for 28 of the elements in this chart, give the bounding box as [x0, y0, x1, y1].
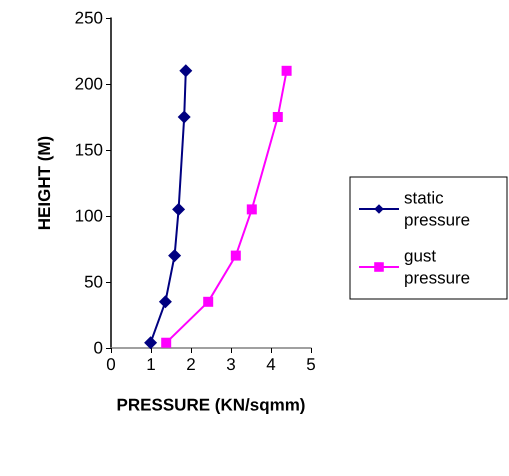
y-axis-title: HEIGHT (M): [35, 136, 54, 230]
x-tick-label: 2: [186, 355, 196, 374]
x-tick-label: 1: [146, 355, 156, 374]
y-tick-label: 150: [74, 140, 103, 160]
point: [246, 204, 257, 214]
point: [282, 66, 292, 76]
legend-label: static pressure: [404, 188, 470, 230]
y-tick-label: 200: [74, 74, 103, 94]
point: [179, 64, 192, 78]
x-axis-title: PRESSURE (KN/sqmm): [116, 396, 306, 414]
y-tick-label: 50: [84, 272, 103, 292]
x-tick-label: 3: [226, 355, 236, 374]
y-tick-label: 0: [94, 338, 103, 358]
point: [203, 296, 214, 307]
point: [168, 249, 182, 262]
x-tick-label: 4: [266, 355, 276, 374]
point: [158, 295, 172, 308]
point: [144, 336, 158, 350]
point: [178, 110, 191, 124]
x-tick-label: 0: [106, 355, 116, 374]
legend-label: gust pressure: [404, 246, 470, 288]
y-tick-label: 100: [74, 206, 103, 226]
point: [161, 338, 172, 348]
x-tick-label: 5: [306, 355, 316, 374]
y-tick-label: 250: [74, 8, 103, 28]
point: [272, 112, 283, 122]
point: [230, 250, 241, 261]
point: [172, 202, 186, 216]
